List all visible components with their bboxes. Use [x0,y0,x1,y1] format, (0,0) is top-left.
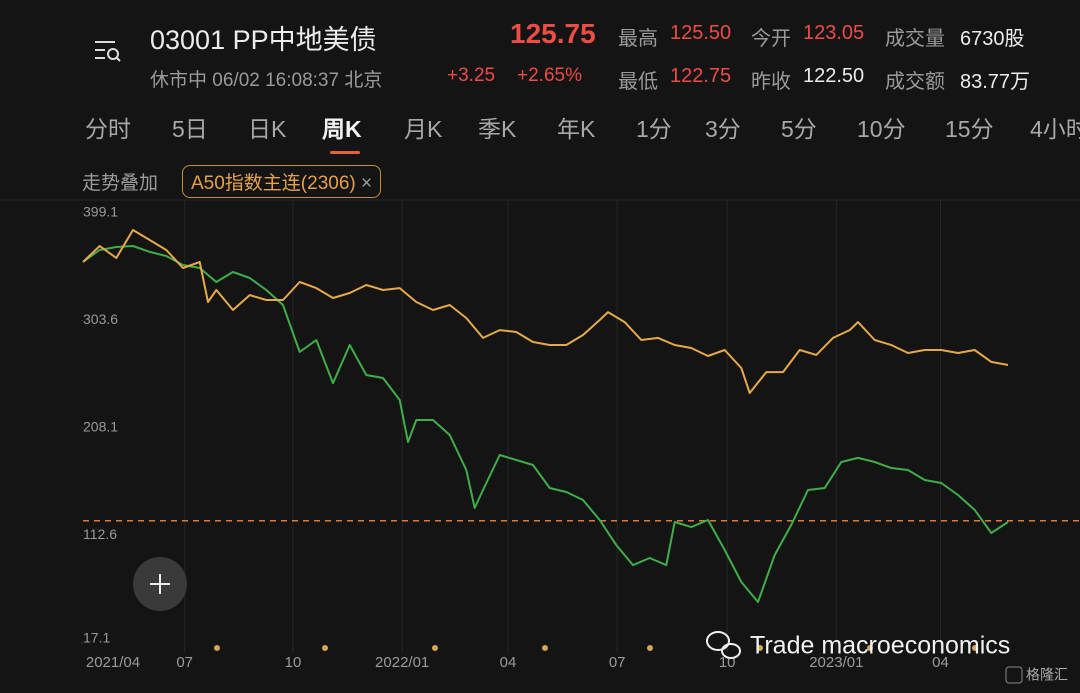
stat-label: 成交量 [885,28,945,50]
wechat-icon [706,631,741,659]
tab[interactable]: 日K [248,116,287,142]
tab[interactable]: 15分 [945,116,994,142]
x-tick-label: 07 [176,654,193,671]
stat-value: 122.50 [803,65,865,87]
change: +3.25 [447,65,496,86]
event-dot [867,645,873,651]
stat-value: 123.05 [803,22,865,44]
event-dot [542,645,548,651]
tab[interactable]: 周K [322,116,362,142]
stat-value: 6730股 [960,28,1025,50]
tab[interactable]: 5分 [781,116,817,142]
y-tick-label: 208.1 [83,419,118,435]
y-tick-label: 399.1 [83,204,118,220]
tab[interactable]: 3分 [705,116,741,142]
event-dot [432,645,438,651]
overlay-chip[interactable]: A50指数主连(2306) × [182,165,382,198]
y-tick-label: 112.6 [83,526,117,542]
chip-text: A50指数主连(2306) [191,173,356,194]
event-dot [972,645,978,651]
status: 休市中 06/02 16:08:37 北京 [150,70,383,91]
tab[interactable]: 1分 [636,116,672,142]
stat-label: 最高 [618,28,658,50]
stat-label: 昨收 [751,71,791,93]
y-tick-label: 17.1 [83,630,110,646]
logo: 格隆汇 [1026,667,1068,683]
tab[interactable]: 分时 [85,116,131,142]
stat-label: 最低 [618,71,658,93]
plus-icon [150,574,170,594]
event-dot [214,645,220,651]
tab[interactable]: 4小时 [1030,116,1080,142]
overlay-label: 走势叠加 [82,173,159,194]
stat-value: 122.75 [670,65,732,87]
tab[interactable]: 季K [478,116,517,142]
watermark: Trade macroeconomics [750,632,1010,660]
security-name: 03001 PP中地美债 [150,25,377,55]
series-line [82,229,1009,394]
event-dot [322,645,328,651]
event-dot [647,645,653,651]
menu-icon[interactable] [93,36,123,66]
series-line [82,245,1009,603]
tab-underline [330,151,360,154]
x-tick-label: 2023/01 [809,654,863,671]
change-pct: +2.65% [517,65,582,86]
stat-value: 125.50 [670,22,732,44]
event-dot [757,645,763,651]
x-tick-label: 04 [500,654,517,671]
stat-label: 今开 [751,28,791,50]
price: 125.75 [510,18,596,49]
x-tick-label: 10 [285,654,302,671]
tab[interactable]: 10分 [857,116,906,142]
x-tick-label: 2021/04 [86,654,140,671]
tab[interactable]: 月K [404,116,443,142]
logo-icon [1005,666,1023,684]
x-tick-label: 07 [609,654,626,671]
stat-value: 83.77万 [960,71,1031,93]
x-tick-label: 04 [932,654,949,671]
tab[interactable]: 年K [557,116,596,142]
y-tick-label: 303.6 [83,311,118,327]
x-tick-label: 2022/01 [375,654,429,671]
chip-close[interactable]: × [361,173,373,194]
tab[interactable]: 5日 [172,116,208,142]
stat-label: 成交额 [885,71,945,93]
